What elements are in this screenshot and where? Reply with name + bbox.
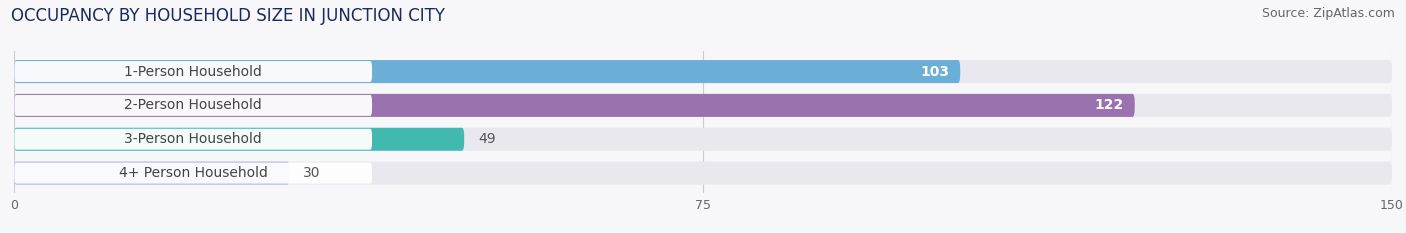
Text: 1-Person Household: 1-Person Household [124, 65, 262, 79]
Text: OCCUPANCY BY HOUSEHOLD SIZE IN JUNCTION CITY: OCCUPANCY BY HOUSEHOLD SIZE IN JUNCTION … [11, 7, 446, 25]
Text: 49: 49 [478, 132, 495, 146]
FancyBboxPatch shape [14, 60, 1392, 83]
FancyBboxPatch shape [14, 61, 373, 82]
Text: 103: 103 [920, 65, 949, 79]
FancyBboxPatch shape [14, 163, 373, 184]
Text: 4+ Person Household: 4+ Person Household [118, 166, 267, 180]
FancyBboxPatch shape [14, 94, 1135, 117]
Text: 3-Person Household: 3-Person Household [124, 132, 262, 146]
Text: 122: 122 [1094, 98, 1123, 112]
FancyBboxPatch shape [14, 95, 373, 116]
Text: 30: 30 [304, 166, 321, 180]
FancyBboxPatch shape [14, 128, 464, 151]
FancyBboxPatch shape [14, 161, 290, 185]
FancyBboxPatch shape [14, 60, 960, 83]
FancyBboxPatch shape [14, 94, 1392, 117]
FancyBboxPatch shape [14, 128, 1392, 151]
FancyBboxPatch shape [14, 161, 1392, 185]
FancyBboxPatch shape [14, 129, 373, 150]
Text: Source: ZipAtlas.com: Source: ZipAtlas.com [1261, 7, 1395, 20]
Text: 2-Person Household: 2-Person Household [124, 98, 262, 112]
